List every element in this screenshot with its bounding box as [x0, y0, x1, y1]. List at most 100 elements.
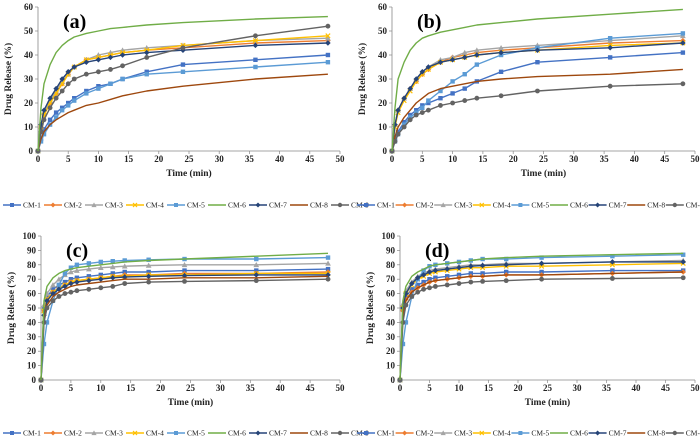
- panel-2-ytick-label: 30: [27, 332, 37, 342]
- legend-marker-CM-3: [440, 202, 446, 208]
- data-point-CM-1: [180, 62, 186, 67]
- data-point-CM-5: [108, 81, 113, 86]
- legend-label-CM-7: CM-7: [269, 201, 287, 210]
- panel-3-ytick-label: 90: [386, 245, 396, 255]
- series-line-CM-5: [37, 61, 328, 152]
- panel-2-label: (c): [66, 240, 88, 262]
- series-line-CM-1: [391, 51, 683, 152]
- legend-label-CM-6: CM-6: [228, 201, 246, 210]
- series-line-CM-7: [40, 274, 328, 381]
- legend-item-CM-8: CM-8: [290, 201, 328, 210]
- data-point-CM-9: [427, 285, 432, 291]
- panel-3-xtick-label: 20: [514, 383, 524, 393]
- data-point-CM-1: [74, 275, 80, 280]
- panel-1-xtick-label: 15: [478, 154, 488, 164]
- panel-1-series-CM-4: [389, 40, 686, 154]
- panel-1-xtick-label: 30: [569, 154, 579, 164]
- series-line-CM-1: [399, 269, 684, 381]
- panel-2-series-CM-3: [38, 260, 331, 383]
- data-point-CM-1: [414, 108, 419, 113]
- data-point-CM-1: [445, 274, 450, 279]
- data-point-CM-5: [610, 253, 615, 259]
- data-point-CM-5: [680, 31, 686, 36]
- data-point-CM-5: [144, 72, 149, 77]
- data-point-CM-7: [252, 42, 259, 49]
- legend-item-CM-1: CM-1: [3, 201, 41, 210]
- data-point-CM-1: [415, 282, 420, 288]
- data-point-CM-7: [444, 266, 450, 272]
- data-point-CM-3: [473, 47, 480, 53]
- data-point-CM-7: [253, 272, 260, 278]
- panel-2-xtick-label: 5: [69, 383, 74, 393]
- data-point-CM-4: [609, 262, 616, 268]
- data-point-CM-7: [401, 95, 407, 101]
- legend-label-CM-3: CM-3: [105, 429, 123, 438]
- data-point-CM-9: [50, 298, 56, 304]
- series-line-CM-8: [40, 275, 329, 381]
- panel-2-series-CM-9: [38, 276, 331, 383]
- legend-item-CM-4: CM-4: [126, 201, 164, 210]
- data-point-CM-4: [538, 263, 545, 269]
- data-point-CM-7: [95, 57, 102, 63]
- data-point-CM-1: [433, 275, 438, 280]
- data-point-CM-3: [68, 269, 74, 275]
- data-point-CM-9: [146, 279, 152, 285]
- legend-item-CM-2: CM-2: [395, 201, 434, 210]
- panel-0-xtick-label: 15: [124, 154, 134, 164]
- data-point-CM-5: [53, 115, 59, 120]
- panel-3-ytick-label: 30: [386, 332, 396, 342]
- data-point-CM-7: [59, 76, 65, 82]
- data-point-CM-9: [122, 281, 128, 286]
- panel-2-ytick-label: 50: [27, 303, 37, 313]
- data-point-CM-9: [450, 100, 456, 106]
- data-point-CM-1: [539, 269, 544, 275]
- data-point-CM-3: [97, 264, 104, 270]
- panel-3-ytick-label: 100: [382, 231, 396, 241]
- legend-marker-CM-9: [337, 430, 343, 436]
- panel-2-series-CM-8: [40, 275, 329, 381]
- data-point-CM-7: [461, 54, 468, 61]
- data-point-CM-7: [425, 64, 432, 70]
- data-point-CM-1: [325, 266, 331, 272]
- panel-2: 0 10 20 30 40 50 60 70 80 90 100 0 5 10 15 20 25 30 35 40 45…: [3, 231, 369, 438]
- data-point-CM-9: [438, 102, 443, 108]
- data-point-CM-9: [71, 76, 77, 82]
- data-point-CM-3: [145, 262, 152, 268]
- data-point-CM-1: [409, 287, 414, 292]
- legend-label-CM-7: CM-7: [609, 429, 627, 438]
- panel-2-xtick-label: 40: [276, 383, 286, 393]
- panel-3-ytick-label: 20: [386, 346, 396, 356]
- data-point-CM-4: [325, 33, 331, 39]
- panel-2-ytick-label: 60: [27, 289, 37, 299]
- data-point-CM-3: [74, 267, 80, 273]
- legend-label-CM-5: CM-5: [187, 201, 205, 210]
- panel-1-xtick-label: 5: [420, 154, 425, 164]
- data-point-CM-5: [59, 108, 65, 113]
- legend-item-CM-8: CM-8: [290, 429, 328, 438]
- legend-marker-CM-7: [595, 430, 601, 436]
- data-point-CM-5: [41, 132, 47, 137]
- panel-0-series-CM-7: [35, 40, 331, 154]
- data-point-CM-5: [120, 76, 125, 82]
- data-point-CM-7: [41, 107, 47, 113]
- panel-3-xtick-label: 15: [484, 383, 494, 393]
- legend-marker-CM-3: [440, 430, 446, 436]
- legend-marker-CM-4: [479, 202, 485, 208]
- legend-marker-CM-5: [174, 203, 178, 207]
- panel-0-series-CM-8: [37, 73, 328, 152]
- panel-0-series-CM-9: [35, 23, 331, 154]
- panel-1-ytick-label: 60: [378, 2, 388, 12]
- data-point-CM-9: [407, 117, 413, 123]
- legend-marker-CM-2: [50, 202, 56, 208]
- panel-0-series-CM-1: [35, 52, 331, 154]
- legend-marker-CM-3: [91, 430, 97, 436]
- legend-marker-CM-4: [132, 202, 138, 208]
- legend-label-CM-3: CM-3: [105, 201, 123, 210]
- legend-item-CM-7: CM-7: [588, 201, 627, 210]
- legend-marker-CM-7: [255, 202, 261, 208]
- data-point-CM-9: [108, 66, 113, 72]
- data-point-CM-5: [539, 255, 544, 260]
- data-point-CM-5: [403, 320, 409, 325]
- panel-0-xtick-label: 10: [94, 154, 104, 164]
